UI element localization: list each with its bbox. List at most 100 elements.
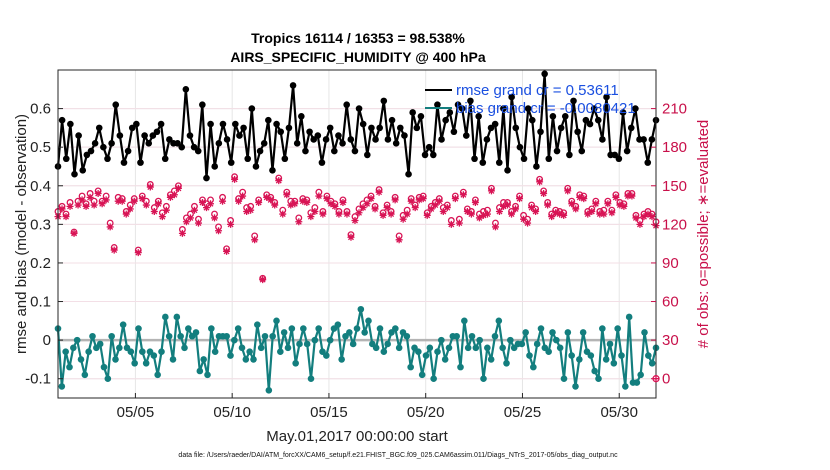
obs-evaluated-marker — [311, 207, 319, 215]
bias-point — [300, 325, 307, 332]
rmse-point — [194, 147, 202, 155]
bias-point — [572, 383, 579, 390]
obs-evaluated-marker — [588, 207, 596, 215]
obs-evaluated-marker — [190, 206, 198, 214]
rmse-point — [471, 155, 478, 163]
obs-evaluated-marker — [423, 211, 431, 219]
bias-point — [633, 379, 641, 386]
bias-point — [70, 344, 77, 352]
rmse-point — [409, 109, 416, 116]
obs-evaluated-marker — [202, 204, 210, 212]
bias-point — [315, 325, 322, 332]
rmse-point — [108, 140, 115, 147]
obs-evaluated-marker — [174, 184, 182, 192]
rmse-point — [248, 105, 256, 112]
obs-evaluated-marker — [239, 192, 247, 200]
bias-point — [112, 356, 119, 363]
obs-evaluated-marker — [70, 229, 78, 237]
bias-point — [530, 363, 537, 371]
obs-evaluated-marker — [391, 196, 399, 204]
bias-point — [127, 348, 135, 355]
rmse-point — [434, 101, 441, 109]
rmse-point — [487, 124, 495, 132]
rmse-point — [401, 132, 408, 139]
rmse-point — [83, 151, 91, 159]
y-right-tick-label: 90 — [662, 255, 679, 272]
bias-point — [418, 371, 426, 379]
rmse-point — [570, 97, 577, 105]
obs-evaluated-marker — [307, 213, 315, 221]
obs-evaluated-marker — [640, 213, 648, 221]
obs-evaluated-marker — [552, 209, 560, 217]
rmse-point — [339, 140, 346, 147]
obs-evaluated-marker — [467, 210, 475, 218]
obs-evaluated-marker — [315, 192, 323, 200]
obs-evaluated-marker — [94, 189, 102, 197]
rmse-point — [232, 120, 239, 128]
bias-point — [602, 356, 610, 363]
rmse-point — [281, 155, 289, 163]
obs-evaluated-marker — [247, 206, 255, 214]
rmse-point — [240, 124, 247, 132]
rmse-point — [640, 136, 647, 143]
bias-point — [280, 329, 288, 336]
bias-point — [484, 344, 491, 352]
obs-evaluated-marker — [219, 197, 227, 205]
rmse-point — [120, 159, 128, 166]
rmse-point — [190, 143, 198, 151]
obs-evaluated-marker — [375, 188, 383, 196]
obs-evaluated-marker — [427, 205, 435, 213]
rmse-point — [632, 105, 639, 112]
x-tick-label: 05/25 — [504, 404, 542, 421]
bias-point — [553, 336, 560, 344]
obs-evaluated-marker — [371, 205, 379, 213]
rmse-point — [413, 124, 421, 132]
bias-point — [265, 386, 273, 394]
obs-evaluated-marker — [612, 193, 620, 201]
rmse-point — [491, 120, 499, 128]
obs-evaluated-marker — [122, 210, 130, 218]
rmse-point — [359, 120, 367, 128]
rmse-point — [335, 132, 342, 139]
rmse-point — [112, 101, 120, 109]
rmse-point — [368, 124, 375, 132]
rmse-point — [133, 120, 140, 128]
obs-evaluated-marker — [508, 210, 516, 218]
obs-evaluated-marker — [499, 202, 507, 210]
obs-evaluated-marker — [351, 216, 359, 224]
bias-point — [311, 336, 319, 344]
bias-point — [165, 332, 173, 340]
obs-evaluated-marker — [516, 195, 524, 203]
bias-point — [277, 348, 284, 355]
y-axis-left-label: rmse and bias (model - observation) — [13, 114, 30, 354]
x-tick-label: 05/20 — [407, 404, 445, 421]
y-left-tick-label: 0 — [43, 332, 51, 349]
obs-evaluated-marker — [207, 200, 215, 208]
rmse-point — [417, 113, 425, 120]
bias-point — [407, 363, 414, 371]
bias-point — [142, 359, 150, 367]
bias-point — [595, 375, 602, 383]
rmse-point — [273, 120, 280, 128]
obs-evaluated-marker — [483, 210, 491, 218]
rmse-point — [128, 124, 136, 132]
bias-point — [89, 332, 96, 340]
obs-evaluated-marker — [110, 246, 118, 254]
obs-evaluated-marker — [600, 210, 608, 218]
obs-evaluated-marker — [439, 207, 447, 215]
bias-point — [135, 325, 142, 332]
obs-evaluated-marker — [255, 198, 263, 206]
obs-evaluated-marker — [387, 210, 395, 218]
x-tick-label: 05/05 — [117, 404, 155, 421]
obs-evaluated-marker — [520, 215, 528, 223]
bias-point — [85, 348, 92, 355]
bias-point — [545, 348, 552, 355]
rmse-point — [58, 116, 66, 124]
legend: rmse grand cr = 0.53611 bias grand cr = … — [425, 82, 636, 117]
rmse-point — [355, 105, 363, 112]
bias-point — [192, 329, 200, 336]
obs-evaluated-marker — [90, 201, 98, 209]
bias-point — [610, 359, 618, 367]
rmse-point — [458, 105, 466, 112]
annotation-evaluated-marker — [652, 375, 660, 383]
